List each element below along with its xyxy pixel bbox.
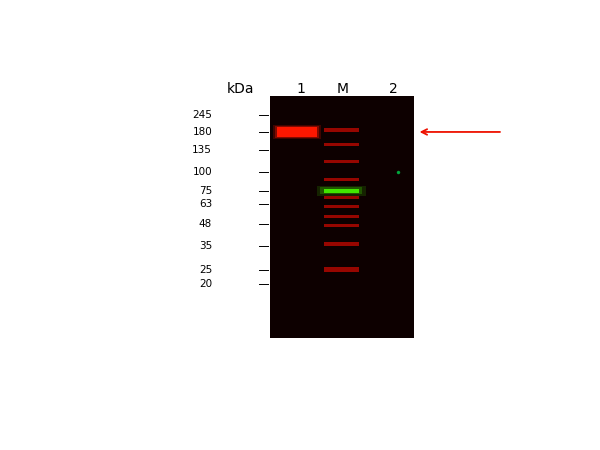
Text: 35: 35: [199, 241, 212, 251]
Bar: [277, 127, 317, 137]
Bar: [324, 160, 359, 163]
Text: 63: 63: [199, 199, 212, 209]
Bar: [324, 178, 359, 181]
Bar: [324, 267, 359, 272]
Text: 75: 75: [199, 186, 212, 196]
Bar: [324, 205, 359, 208]
Text: 20: 20: [199, 279, 212, 289]
Text: 100: 100: [193, 167, 212, 177]
Bar: [324, 215, 359, 217]
Bar: [273, 125, 321, 139]
Text: 25: 25: [199, 265, 212, 275]
Bar: [320, 187, 362, 194]
Bar: [324, 225, 359, 227]
Text: M: M: [337, 81, 349, 96]
Bar: [275, 126, 319, 138]
Text: 245: 245: [192, 110, 212, 120]
Text: 48: 48: [199, 219, 212, 229]
Bar: [270, 95, 415, 338]
Bar: [324, 143, 359, 146]
Bar: [324, 242, 359, 246]
Bar: [317, 186, 365, 196]
Text: kDa: kDa: [226, 81, 254, 96]
Text: 2: 2: [389, 81, 398, 96]
Bar: [324, 128, 359, 132]
Text: 135: 135: [192, 145, 212, 155]
Bar: [324, 196, 359, 198]
Bar: [324, 189, 359, 193]
Text: 1: 1: [296, 81, 305, 96]
Text: 180: 180: [193, 127, 212, 137]
